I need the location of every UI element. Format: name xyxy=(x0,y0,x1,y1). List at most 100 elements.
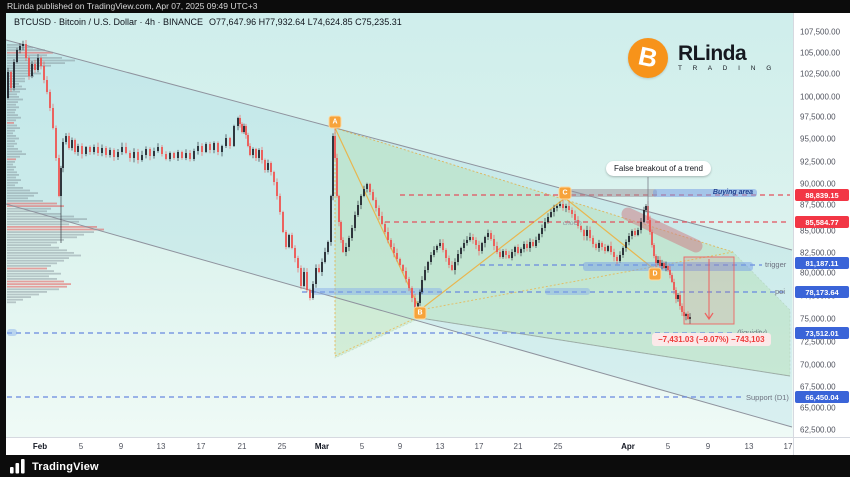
volume-profile-bar xyxy=(7,83,19,85)
candle-body xyxy=(161,147,163,154)
volume-profile-bar xyxy=(7,44,23,46)
candle-body xyxy=(511,252,513,258)
candle-body xyxy=(264,160,266,170)
candle-body xyxy=(659,260,661,266)
candle-body xyxy=(607,246,609,251)
candle-body xyxy=(478,245,480,251)
candle-body xyxy=(487,233,489,237)
candle-body xyxy=(40,58,42,66)
trigger-label[interactable]: trigger xyxy=(765,260,787,269)
volume-profile-bar xyxy=(7,194,34,197)
candle-body xyxy=(565,206,567,208)
candle-body xyxy=(360,196,362,205)
pattern-point-b[interactable]: B xyxy=(413,306,427,320)
candle-body xyxy=(157,147,159,151)
price-level-badge[interactable]: 88,839.15 xyxy=(795,189,849,201)
time-axis-tick: Feb xyxy=(32,442,48,451)
volume-profile-bar xyxy=(7,179,21,181)
candle-body xyxy=(677,295,679,299)
false-breakout-callout[interactable]: False breakout of a trend xyxy=(606,161,711,176)
volume-profile-bar xyxy=(7,197,28,200)
liquidity-band[interactable] xyxy=(7,329,17,336)
volume-profile-bar xyxy=(7,155,20,158)
candle-body xyxy=(85,147,87,154)
price-axis-tick: 62,500.00 xyxy=(800,425,836,435)
candle-body xyxy=(285,232,287,247)
candle-body xyxy=(628,236,630,242)
abcd-pattern-line[interactable] xyxy=(334,127,656,311)
candle-body xyxy=(62,142,64,168)
price-level-badge[interactable]: 81,187.11 xyxy=(795,257,849,269)
candle-body xyxy=(332,136,334,196)
candle-body xyxy=(574,214,576,220)
candle-body xyxy=(357,205,359,215)
pattern-point-a[interactable]: A xyxy=(328,115,342,129)
candle-body xyxy=(520,249,522,253)
published-info-bar: RLinda published on TradingView.com, Apr… xyxy=(0,0,850,13)
candle-body xyxy=(10,72,12,88)
price-level-badge[interactable]: 66,450.04 xyxy=(795,391,849,403)
trendline[interactable] xyxy=(5,203,793,428)
candle-body xyxy=(469,237,471,240)
candle-body xyxy=(613,252,615,257)
buying-area-label[interactable]: Buying area xyxy=(712,189,753,196)
price-level-badge[interactable]: 85,584.77 xyxy=(795,216,849,228)
volume-profile-bar xyxy=(7,90,20,93)
candle-body xyxy=(655,256,657,263)
volume-profile-bar xyxy=(7,278,57,280)
candle-body xyxy=(667,266,669,270)
time-axis[interactable]: Feb 5 9 13 17 21 25 Mar 5 9 13 17 21 25 Apr 5 9 13 17 xyxy=(6,437,850,456)
volume-profile-bar xyxy=(7,142,17,145)
tradingview-logo[interactable]: TradingView xyxy=(10,459,99,474)
volume-profile-bar xyxy=(7,101,18,103)
price-axis[interactable]: 107,500.00 105,000.00 102,500.00 100,000.00… xyxy=(793,13,850,437)
candle-body xyxy=(463,243,465,248)
brand-name: RLinda xyxy=(678,42,747,66)
poi-band-right[interactable] xyxy=(545,288,590,295)
poi-label[interactable]: poi xyxy=(775,287,786,296)
price-level-badge[interactable]: 73,512.01 xyxy=(795,327,849,339)
grey-zone-band[interactable] xyxy=(562,189,657,197)
time-axis-tick: 17 xyxy=(783,442,793,451)
poi-band-left[interactable] xyxy=(312,288,442,295)
candle-body xyxy=(499,252,501,257)
candle-body xyxy=(55,128,57,158)
candle-body xyxy=(125,147,127,153)
volume-profile-bar xyxy=(7,171,17,174)
candle-body xyxy=(68,136,70,148)
buying-area-band[interactable] xyxy=(653,189,757,197)
measurement-label[interactable]: −7,431.03 (−9.07%) −743,103 xyxy=(652,333,771,346)
candle-body xyxy=(457,254,459,262)
volume-profile-bar xyxy=(7,293,39,296)
pattern-point-d[interactable]: D xyxy=(648,267,662,281)
candle-body xyxy=(177,152,179,158)
candle-body xyxy=(303,272,305,286)
liquidity-label[interactable]: (liquidity) xyxy=(737,328,767,337)
symbol-legend[interactable]: BTCUSD · Bitcoin / U.S. Dollar · 4h · BI… xyxy=(14,17,402,27)
pattern-guide-line[interactable] xyxy=(419,251,734,311)
price-level-badge[interactable]: 78,173.64 xyxy=(795,286,849,298)
trendline[interactable] xyxy=(419,317,791,377)
candle-body xyxy=(490,233,492,239)
bitcoin-icon: B xyxy=(628,38,668,78)
pattern-point-c[interactable]: C xyxy=(558,186,572,200)
pattern-guide-line[interactable] xyxy=(334,127,734,253)
candle-body xyxy=(439,243,441,246)
trendline[interactable] xyxy=(5,39,793,251)
candle-body xyxy=(547,217,549,222)
volume-profile-bar xyxy=(7,270,54,272)
support-d1-label[interactable]: Support (D1) xyxy=(746,393,789,402)
candle-body xyxy=(141,155,143,160)
volume-profile-bar xyxy=(7,174,19,176)
candle-body xyxy=(402,265,404,271)
volume-profile-bar xyxy=(7,218,87,220)
price-axis-tick: 107,500.00 xyxy=(800,27,841,37)
price-axis-tick: 95,000.00 xyxy=(800,134,836,144)
candle-body xyxy=(532,242,534,246)
volume-profile-bar xyxy=(7,145,14,148)
candle-body xyxy=(689,317,691,319)
false-breakout-zone[interactable] xyxy=(621,207,703,253)
candle-body xyxy=(105,148,107,155)
